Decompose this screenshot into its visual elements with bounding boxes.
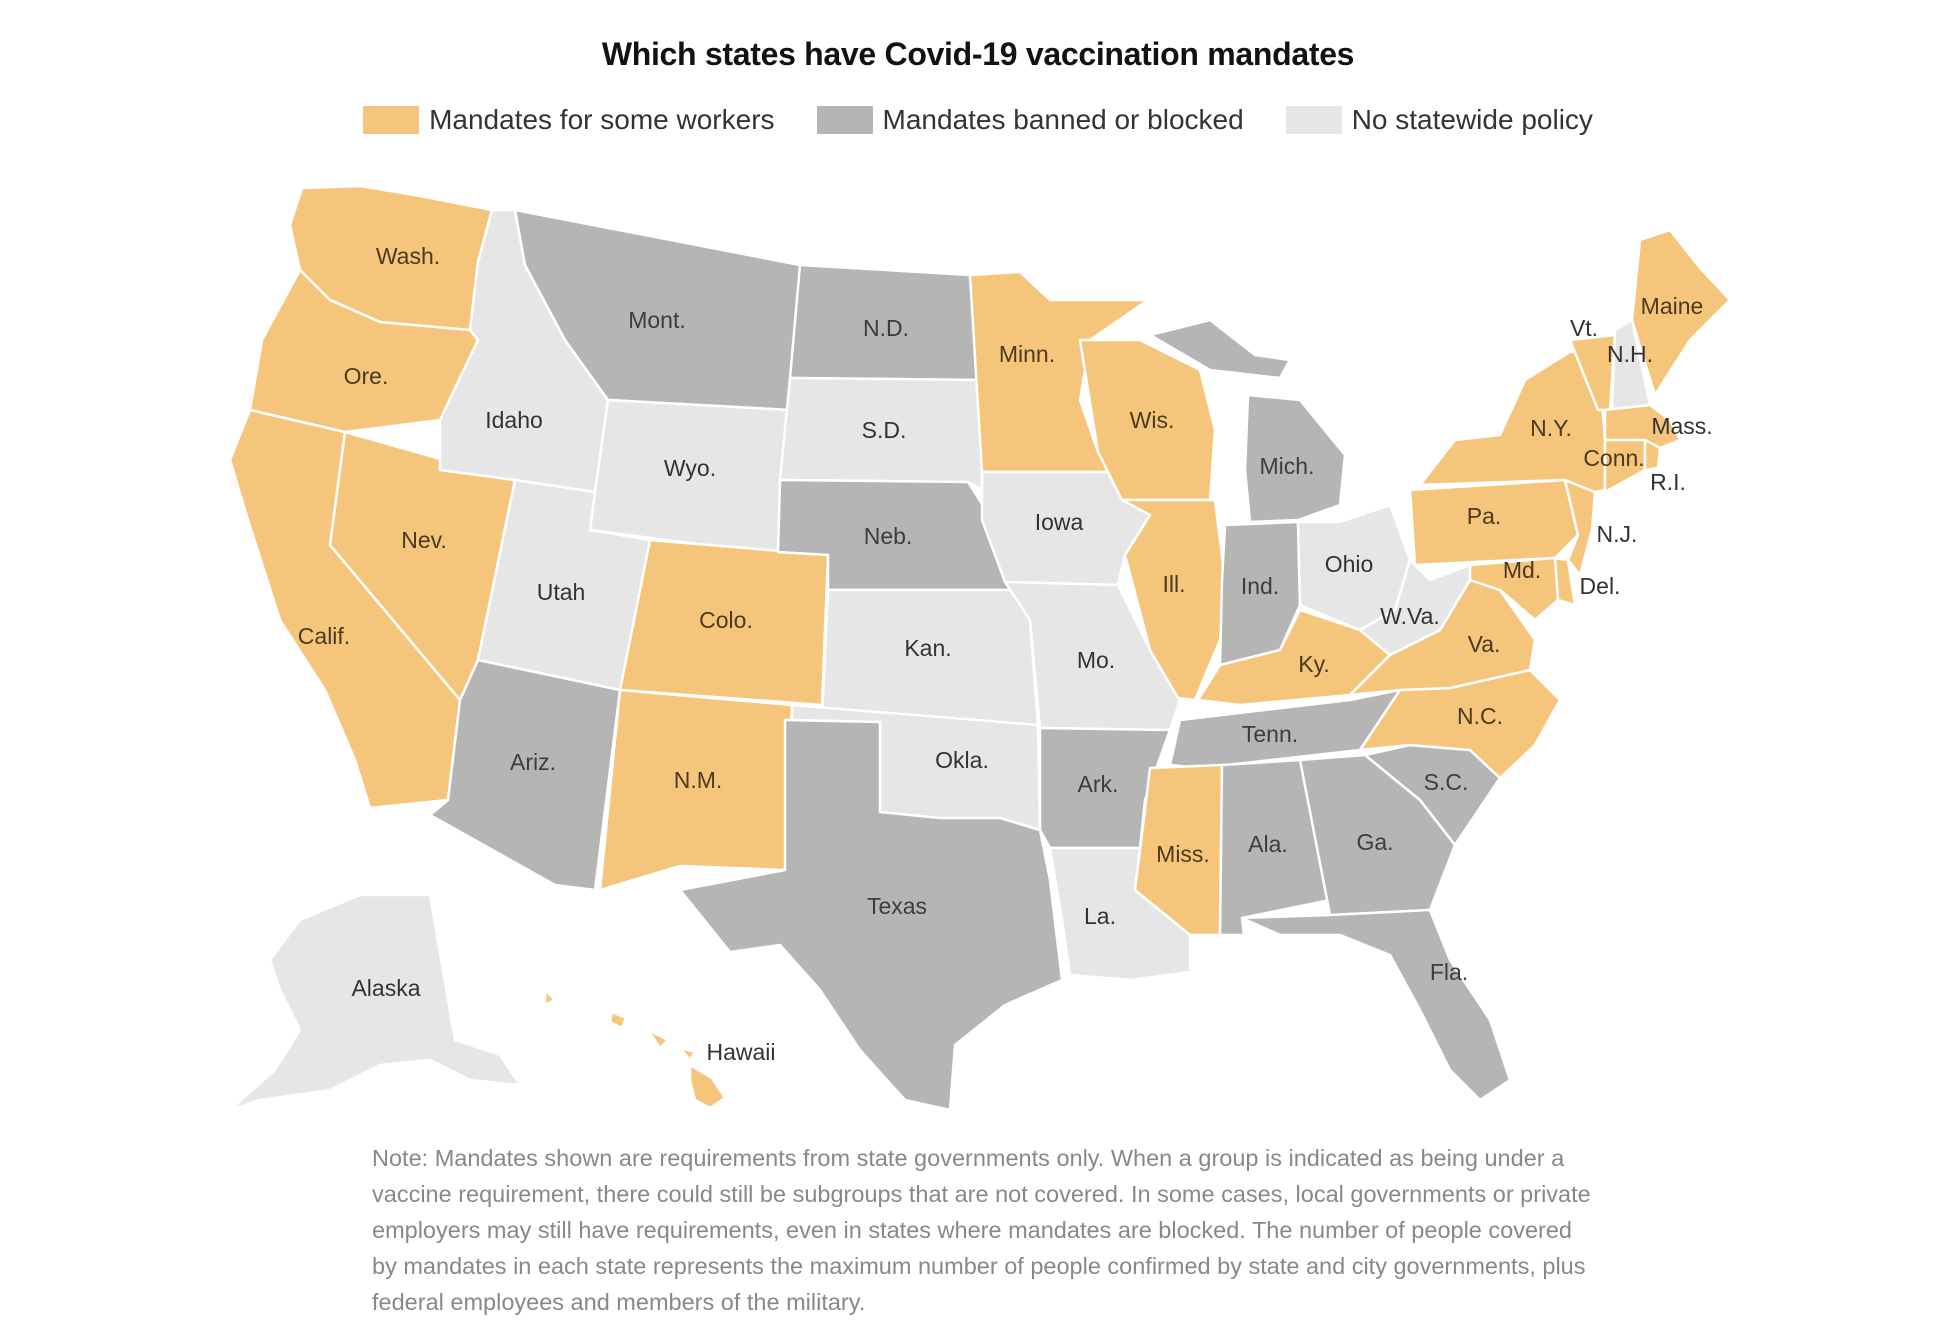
label-in: Ind.	[1241, 573, 1279, 599]
state-tx[interactable]	[678, 718, 1064, 1112]
label-pa: Pa.	[1467, 503, 1502, 529]
label-wv: W.Va.	[1380, 603, 1440, 629]
legend-item-banned: Mandates banned or blocked	[816, 104, 1244, 136]
label-me: Maine	[1641, 293, 1704, 319]
label-nm: N.M.	[674, 767, 723, 793]
label-co: Colo.	[699, 607, 753, 633]
label-wy: Wyo.	[664, 455, 716, 481]
label-ak: Alaska	[351, 975, 420, 1001]
state-mi-upper[interactable]	[1148, 318, 1292, 380]
label-tx: Texas	[867, 893, 927, 919]
label-or: Ore.	[344, 363, 389, 389]
footnote: Note: Mandates shown are requirements fr…	[372, 1145, 1591, 1315]
label-ga: Ga.	[1356, 829, 1393, 855]
state-ri[interactable]	[1643, 438, 1662, 472]
label-nc: N.C.	[1457, 703, 1503, 729]
label-al: Ala.	[1248, 831, 1288, 857]
label-mn: Minn.	[999, 341, 1055, 367]
label-de: Del.	[1580, 573, 1621, 599]
label-ny: N.Y.	[1530, 415, 1572, 441]
state-me[interactable]	[1630, 228, 1732, 397]
legend-swatch-light	[1285, 106, 1342, 134]
label-ok: Okla.	[935, 747, 989, 773]
label-ia: Iowa	[1035, 509, 1084, 535]
state-nm[interactable]	[598, 688, 794, 892]
state-mi[interactable]	[1243, 393, 1347, 524]
legend-label-banned: Mandates banned or blocked	[882, 104, 1244, 135]
label-ms: Miss.	[1156, 841, 1210, 867]
label-oh: Ohio	[1325, 551, 1374, 577]
label-fl: Fla.	[1430, 959, 1468, 985]
label-wa: Wash.	[376, 243, 440, 269]
legend-label-no-policy: No statewide policy	[1351, 104, 1593, 135]
label-md: Md.	[1503, 557, 1541, 583]
state-wi[interactable]	[1078, 338, 1217, 502]
label-nv: Nev.	[401, 527, 447, 553]
label-mo: Mo.	[1077, 647, 1115, 673]
state-wv[interactable]	[1358, 558, 1472, 657]
label-ct: Conn.	[1583, 445, 1644, 471]
map-title: Which states have Covid-19 vaccination m…	[601, 36, 1355, 72]
state-il[interactable]	[1120, 498, 1227, 702]
label-va: Va.	[1468, 631, 1501, 657]
label-az: Ariz.	[510, 749, 556, 775]
label-id: Idaho	[485, 407, 543, 433]
legend-item-no-policy: No statewide policy	[1285, 104, 1593, 136]
label-il: Ill.	[1163, 571, 1186, 597]
label-mi: Mich.	[1260, 453, 1315, 479]
label-sd: S.D.	[862, 417, 907, 443]
label-ks: Kan.	[904, 635, 951, 661]
label-mt: Mont.	[628, 307, 686, 333]
label-sc: S.C.	[1424, 769, 1469, 795]
label-wi: Wis.	[1130, 407, 1175, 433]
label-nd: N.D.	[863, 315, 909, 341]
legend: Mandates for some workers Mandates banne…	[0, 104, 1956, 136]
label-ky: Ky.	[1298, 651, 1330, 677]
legend-item-some-workers: Mandates for some workers	[363, 104, 775, 136]
label-vt: Vt.	[1570, 315, 1598, 341]
label-nh: N.H.	[1607, 341, 1653, 367]
label-ut: Utah	[537, 579, 586, 605]
state-fl[interactable]	[1240, 908, 1512, 1102]
label-tn: Tenn.	[1242, 721, 1298, 747]
state-sd[interactable]	[778, 376, 984, 492]
label-hi: Hawaii	[706, 1039, 775, 1065]
legend-swatch-gray	[816, 106, 873, 134]
state-de[interactable]	[1553, 556, 1577, 607]
label-ri: R.I.	[1650, 469, 1686, 495]
us-map: Wash. Ore. Calif. Nev. Idaho Mont. Wyo. …	[228, 184, 1732, 1112]
label-ne: Neb.	[864, 523, 913, 549]
label-nj: N.J.	[1597, 521, 1638, 547]
state-ak[interactable]	[228, 893, 522, 1112]
label-ar: Ark.	[1078, 771, 1119, 797]
legend-swatch-orange	[363, 106, 420, 134]
state-ny[interactable]	[1418, 348, 1607, 494]
state-mo[interactable]	[1003, 580, 1182, 732]
label-la: La.	[1084, 903, 1116, 929]
label-ma: Mass.	[1651, 413, 1712, 439]
legend-label-some-workers: Mandates for some workers	[429, 104, 775, 135]
state-hi[interactable]	[543, 988, 727, 1110]
label-ca: Calif.	[298, 623, 350, 649]
